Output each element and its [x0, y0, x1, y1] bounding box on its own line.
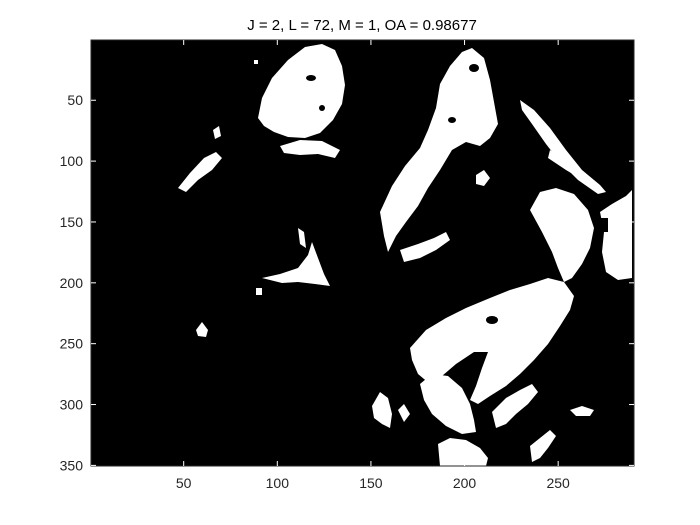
mask-hole [306, 75, 316, 81]
mask-hole [319, 105, 325, 111]
mask-hole [598, 218, 608, 232]
binary-mask [178, 44, 632, 466]
mask-region-lower-left [398, 404, 410, 422]
plot-area [90, 39, 635, 467]
y-axis: 50 100 150 200 250 300 350 [60, 92, 634, 473]
mask-region-upper-lobe [258, 44, 345, 138]
mask-region-diagonal-band [380, 48, 498, 252]
y-tick-label: 300 [60, 397, 84, 413]
mask-region-strip [280, 140, 340, 158]
mask-region-left-spot [178, 152, 222, 192]
x-tick-label: 50 [176, 475, 192, 491]
y-tick-label: 200 [60, 275, 84, 291]
x-tick-label: 250 [546, 475, 570, 491]
x-axis: 50 100 150 200 250 [176, 40, 570, 491]
mask-region-right-streak [548, 150, 590, 182]
mask-region-mid-dot [256, 288, 262, 295]
y-tick-label: 50 [67, 92, 83, 108]
axes-box [90, 39, 635, 467]
mask-region-lower-left [420, 374, 476, 434]
mask-region-left-spot [196, 322, 208, 337]
mask-hole [469, 64, 479, 72]
x-tick-label: 200 [453, 475, 477, 491]
y-tick-label: 250 [60, 336, 84, 352]
chart-title: J = 2, L = 72, M = 1, OA = 0.98677 [247, 17, 477, 34]
mask-hole [448, 117, 456, 123]
mask-region-lower-right [438, 438, 488, 466]
mask-hole [486, 316, 498, 324]
image-background [91, 40, 634, 466]
mask-region-mid-wedge [262, 242, 330, 286]
mask-region-band-dot [476, 170, 490, 186]
mask-region-right-streak [520, 100, 606, 194]
mask-region-lower-left [372, 392, 392, 428]
mask-region-right-blob [600, 190, 632, 280]
x-tick-label: 100 [266, 475, 290, 491]
x-tick-label: 150 [359, 475, 383, 491]
mask-region-lower-right [530, 430, 556, 462]
mask-region-left-spot [213, 126, 221, 139]
mask-region-mid-streak [298, 228, 306, 248]
y-tick-label: 350 [60, 457, 84, 473]
y-tick-label: 100 [60, 153, 84, 169]
mask-region-lower-band [410, 278, 574, 404]
mask-region-left-spot [254, 60, 258, 64]
mask-region-band-arm [400, 232, 450, 262]
mask-region-lower-right [492, 384, 538, 428]
mask-region-lower-right [570, 406, 594, 416]
mask-region-right-blob [530, 188, 594, 282]
y-tick-label: 150 [60, 214, 84, 230]
